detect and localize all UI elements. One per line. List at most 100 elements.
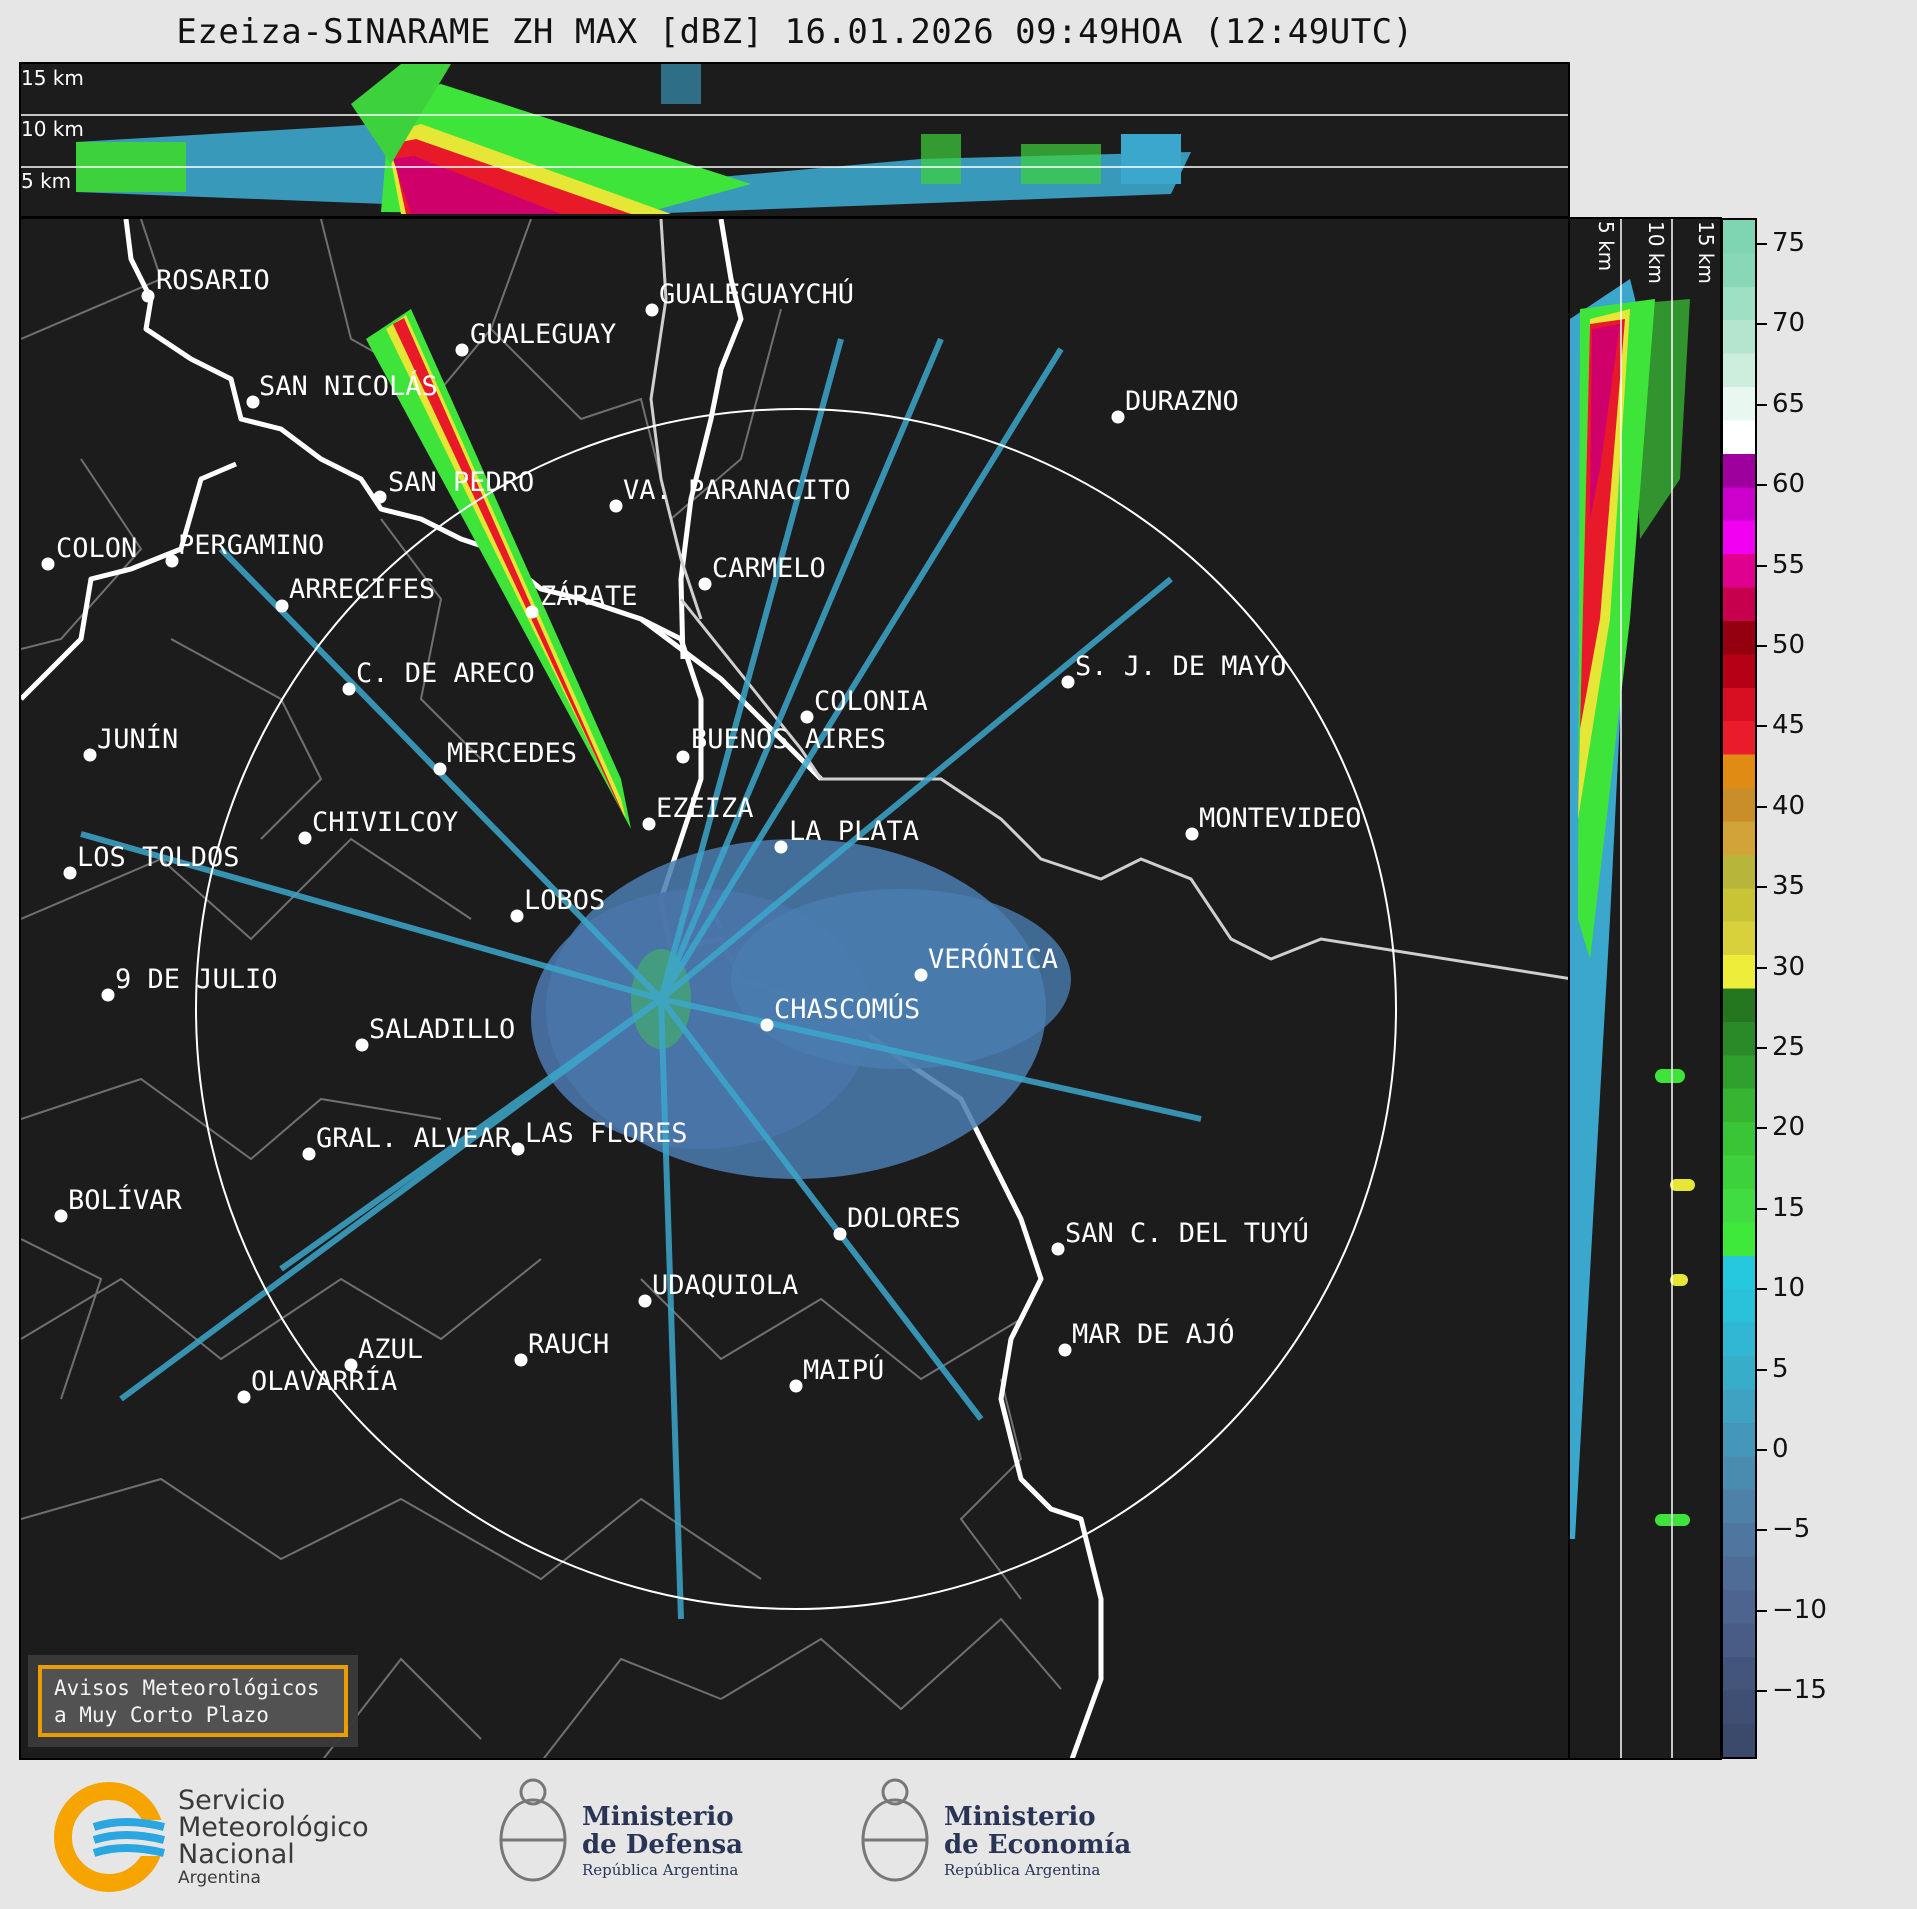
side-cross-section-graphic xyxy=(1570,219,1695,1758)
city-label-mercedes: MERCEDES xyxy=(447,738,578,769)
colorbar-tick xyxy=(1757,484,1767,487)
avisos-link[interactable]: Avisos Meteorológicos a Muy Corto Plazo xyxy=(38,1665,348,1737)
side-cross-section-panel: 5 km 10 km 15 km xyxy=(1568,217,1722,1760)
coat-of-arms-icon xyxy=(499,1778,567,1882)
smn-line-3: Nacional xyxy=(178,1839,295,1870)
defensa-line-3: República Argentina xyxy=(582,1861,739,1879)
colorbar-tick-label: −15 xyxy=(1772,1675,1827,1706)
city-label-san-pedro: SAN PEDRO xyxy=(388,467,535,498)
colorbar-tick xyxy=(1757,1609,1767,1612)
city-label-zarate: ZÁRATE xyxy=(540,581,638,612)
avisos-line-1: Avisos Meteorológicos xyxy=(54,1676,320,1700)
coat-of-arms-icon xyxy=(861,1778,929,1882)
city-label-veronica: VERÓNICA xyxy=(928,944,1059,975)
colorbar-tick xyxy=(1757,805,1767,808)
city-label-azul: AZUL xyxy=(358,1334,424,1365)
colorbar-tick xyxy=(1757,564,1767,567)
colorbar-tick-label: 15 xyxy=(1772,1192,1806,1223)
smn-line-2: Meteorológico xyxy=(178,1812,369,1843)
city-label-maipu: MAIPÚ xyxy=(803,1355,885,1386)
avisos-line-2: a Muy Corto Plazo xyxy=(54,1703,269,1727)
city-label-bolivar: BOLÍVAR xyxy=(68,1185,182,1216)
colorbar-tick-label: 5 xyxy=(1772,1353,1789,1384)
colorbar-tick xyxy=(1757,1690,1767,1693)
economia-line-2: de Economía xyxy=(944,1830,1132,1860)
city-label-colonia: COLONIA xyxy=(814,686,928,717)
reflectivity-colorbar xyxy=(1721,218,1757,1759)
city-label-la-plata: LA PLATA xyxy=(789,816,920,847)
side-height-label-15km: 15 km xyxy=(1694,221,1718,284)
economia-line-1: Ministerio xyxy=(944,1802,1096,1832)
colorbar-tick xyxy=(1757,886,1767,889)
radar-map-graphic xyxy=(21,219,1568,1758)
colorbar-tick xyxy=(1757,1047,1767,1049)
colorbar-tick-label: 70 xyxy=(1772,308,1806,339)
city-label-buenos-aires: BUENOS AIRES xyxy=(691,724,887,755)
colorbar-tick xyxy=(1757,1529,1767,1532)
defensa-line-1: Ministerio xyxy=(582,1802,734,1832)
city-label-san-nicolas: SAN NICOLÁS xyxy=(259,371,438,402)
colorbar-tick-label: 60 xyxy=(1772,469,1806,500)
colorbar-tick-label: 55 xyxy=(1772,549,1806,580)
colorbar-tick-label: 45 xyxy=(1772,710,1806,741)
colorbar-tick-label: −5 xyxy=(1772,1514,1811,1545)
colorbar-tick xyxy=(1757,1368,1767,1371)
defensa-line-2: de Defensa xyxy=(582,1830,743,1860)
colorbar-tick xyxy=(1757,403,1767,406)
city-label-colon: COLON xyxy=(56,533,138,564)
colorbar-tick xyxy=(1757,966,1767,969)
city-label-gualeguay: GUALEGUAY xyxy=(470,319,617,350)
city-label-dolores: DOLORES xyxy=(847,1203,961,1234)
colorbar-tick-label: 65 xyxy=(1772,388,1806,419)
colorbar-tick-label: 25 xyxy=(1772,1032,1806,1062)
colorbar-tick xyxy=(1757,323,1767,326)
city-label-ezeiza: EZEIZA xyxy=(656,793,754,824)
colorbar-tick xyxy=(1757,1288,1767,1291)
colorbar-tick-label: 40 xyxy=(1772,790,1806,821)
city-label-arrecifes: ARRECIFES xyxy=(289,574,436,605)
colorbar-tick-label: 35 xyxy=(1772,871,1806,902)
city-label-chascomus: CHASCOMÚS xyxy=(774,994,921,1025)
colorbar-tick-label: 0 xyxy=(1772,1434,1789,1464)
city-label-carmelo: CARMELO xyxy=(712,553,826,584)
smn-line-1: Servicio xyxy=(178,1785,286,1816)
colorbar-tick-label: 20 xyxy=(1772,1112,1806,1143)
city-label-gualeguaychu: GUALEGUAYCHÚ xyxy=(659,279,855,310)
radar-map-panel[interactable]: ROSARIO GUALEGUAYCHÚ GUALEGUAY SAN NICOL… xyxy=(19,217,1570,1760)
city-label-mar-de-ajo: MAR DE AJÓ xyxy=(1072,1319,1235,1350)
city-label-rauch: RAUCH xyxy=(528,1329,610,1360)
city-label-gral-alvear: GRAL. ALVEAR xyxy=(316,1123,512,1154)
city-label-san-c-del-tuyu: SAN C. DEL TUYÚ xyxy=(1065,1218,1309,1249)
city-label-va-paranacito: VA. PARANACITO xyxy=(623,475,851,506)
height-label-5km: 5 km xyxy=(21,169,72,193)
city-label-rosario: ROSARIO xyxy=(156,265,270,296)
city-label-lobos: LOBOS xyxy=(524,885,606,916)
avisos-banner[interactable]: Avisos Meteorológicos a Muy Corto Plazo xyxy=(28,1655,358,1747)
city-label-durazno: DURAZNO xyxy=(1125,386,1239,417)
city-label-junin: JUNÍN xyxy=(97,724,179,755)
city-label-chivilcoy: CHIVILCOY xyxy=(312,807,459,838)
smn-logo-icon xyxy=(54,1782,174,1892)
colorbar-tick xyxy=(1757,243,1767,245)
city-label-sj-de-mayo: S. J. DE MAYO xyxy=(1075,651,1287,682)
city-label-los-toldos: LOS TOLDOS xyxy=(77,842,240,873)
city-label-pergamino: PERGAMINO xyxy=(178,530,325,561)
top-cross-section-graphic xyxy=(21,64,1568,214)
colorbar-tick xyxy=(1757,725,1767,728)
city-label-9-de-julio: 9 DE JULIO xyxy=(115,964,278,995)
colorbar-tick xyxy=(1757,1207,1767,1210)
city-label-udaquiola: UDAQUIOLA xyxy=(652,1270,799,1301)
side-height-label-10km: 10 km xyxy=(1644,221,1668,284)
city-label-olavarria: OLAVARRÍA xyxy=(251,1366,398,1397)
side-height-label-5km: 5 km xyxy=(1594,221,1618,272)
height-label-15km: 15 km xyxy=(21,66,84,90)
colorbar-tick xyxy=(1757,1127,1767,1130)
colorbar-tick xyxy=(1757,1449,1767,1451)
colorbar-tick-label: 10 xyxy=(1772,1273,1806,1304)
colorbar-tick-label: 50 xyxy=(1772,630,1806,660)
smn-line-4: Argentina xyxy=(178,1868,261,1888)
colorbar-tick-label: −10 xyxy=(1772,1594,1827,1625)
city-label-saladillo: SALADILLO xyxy=(369,1014,516,1045)
colorbar-tick xyxy=(1757,645,1767,647)
colorbar-tick-label: 75 xyxy=(1772,228,1806,258)
